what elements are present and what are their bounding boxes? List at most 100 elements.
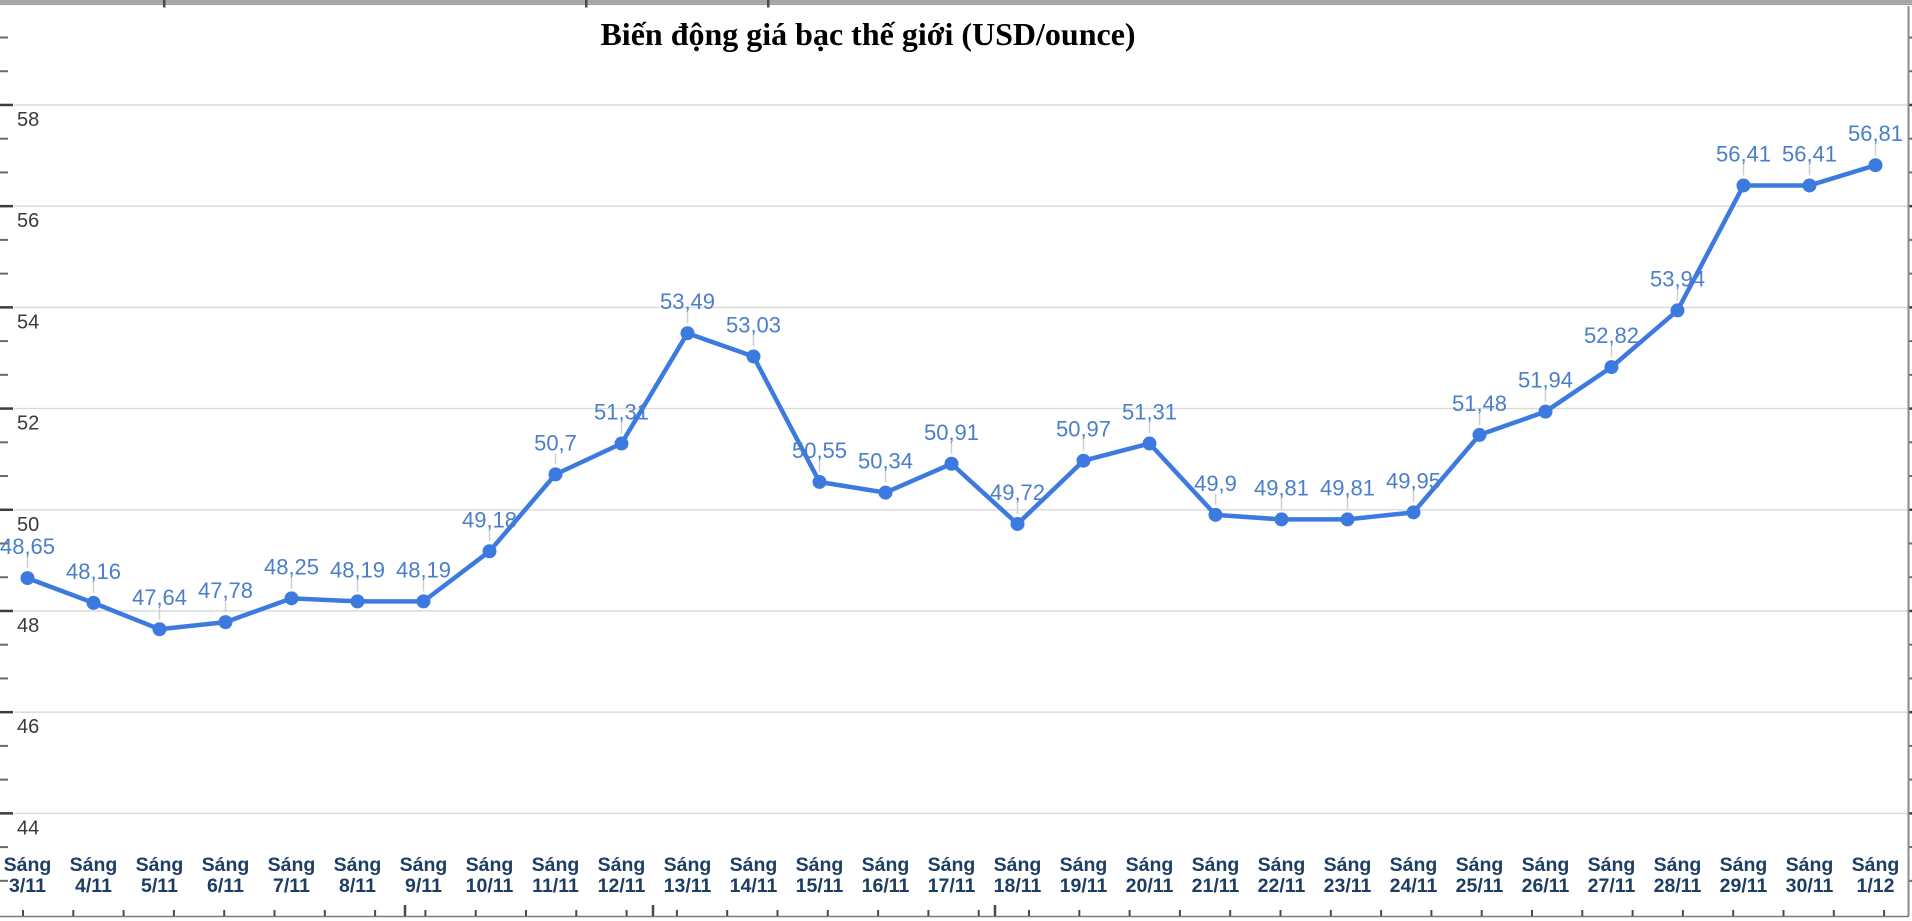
category-label-prefix: Sáng bbox=[1786, 854, 1834, 876]
category-label-prefix: Sáng bbox=[532, 854, 580, 876]
category-label-prefix: Sáng bbox=[1324, 854, 1372, 876]
data-point-label: 47,64 bbox=[132, 585, 187, 610]
data-point-marker bbox=[1868, 158, 1883, 173]
top-frame-tick bbox=[585, 0, 588, 8]
data-point-marker bbox=[86, 595, 101, 610]
data-point-label: 56,41 bbox=[1782, 141, 1837, 166]
category-label-date: 25/11 bbox=[1456, 875, 1504, 897]
data-point-label: 51,31 bbox=[1122, 400, 1177, 425]
category-label-prefix: Sáng bbox=[1258, 854, 1306, 876]
data-point-label: 56,81 bbox=[1848, 121, 1903, 146]
data-point-marker bbox=[1802, 178, 1817, 193]
data-point-label: 48,19 bbox=[330, 557, 385, 582]
category-label-date: 9/11 bbox=[405, 875, 442, 897]
data-point-label: 48,25 bbox=[264, 554, 319, 579]
data-point-marker bbox=[1538, 404, 1553, 419]
data-point-label: 53,03 bbox=[726, 312, 781, 337]
data-point-marker bbox=[1010, 516, 1025, 531]
y-axis-labels-group: 58 56 54 52 50 48 46 44 bbox=[17, 109, 39, 839]
category-label-prefix: Sáng bbox=[400, 854, 448, 876]
category-label-date: 5/11 bbox=[141, 875, 178, 897]
category-label-prefix: Sáng bbox=[928, 854, 976, 876]
data-point-marker bbox=[1670, 303, 1685, 318]
data-point-marker bbox=[218, 615, 233, 630]
category-label-prefix: Sáng bbox=[1588, 854, 1636, 876]
category-label-prefix: Sáng bbox=[1192, 854, 1240, 876]
data-point-marker bbox=[944, 456, 959, 471]
data-point-label: 50,91 bbox=[924, 420, 979, 445]
data-point-label: 50,97 bbox=[1056, 417, 1111, 442]
category-label-date: 8/11 bbox=[339, 875, 376, 897]
top-frame-tick bbox=[163, 0, 166, 8]
data-point-label: 50,34 bbox=[858, 449, 913, 474]
category-labels-group: Sáng3/11Sáng4/11Sáng5/11Sáng6/11Sáng7/11… bbox=[4, 854, 1900, 897]
data-point-label: 48,16 bbox=[66, 559, 121, 584]
data-point-marker bbox=[1736, 178, 1751, 193]
category-label-prefix: Sáng bbox=[1126, 854, 1174, 876]
data-point-label: 49,81 bbox=[1254, 475, 1309, 500]
data-point-marker bbox=[416, 594, 431, 609]
data-point-marker bbox=[614, 436, 629, 451]
data-point-marker bbox=[1340, 512, 1355, 527]
data-point-marker bbox=[1406, 505, 1421, 520]
category-label-date: 4/11 bbox=[75, 875, 112, 897]
series-group bbox=[20, 158, 1883, 637]
category-label-date: 23/11 bbox=[1324, 875, 1372, 897]
data-point-label: 49,72 bbox=[990, 480, 1045, 505]
data-point-label: 50,55 bbox=[792, 438, 847, 463]
data-point-marker bbox=[284, 591, 299, 606]
category-label-prefix: Sáng bbox=[796, 854, 844, 876]
data-point-label: 51,94 bbox=[1518, 368, 1573, 393]
data-point-label: 56,41 bbox=[1716, 141, 1771, 166]
gridlines-group bbox=[14, 104, 1908, 815]
data-point-marker bbox=[350, 594, 365, 609]
data-point-label: 53,94 bbox=[1650, 266, 1705, 291]
data-point-marker bbox=[1604, 360, 1619, 375]
value-labels-group: 48,65 48,16 47,64 47,78 48,25 48,19 48,19 49,18… bbox=[0, 121, 1903, 610]
category-label-date: 27/11 bbox=[1588, 875, 1636, 897]
category-label-date: 29/11 bbox=[1720, 875, 1768, 897]
y-axis-tick-label: 50 bbox=[17, 514, 39, 536]
category-label-prefix: Sáng bbox=[1852, 854, 1900, 876]
data-point-label: 49,81 bbox=[1320, 475, 1375, 500]
data-point-label: 50,7 bbox=[534, 430, 577, 455]
category-label-prefix: Sáng bbox=[598, 854, 646, 876]
category-label-date: 6/11 bbox=[207, 875, 244, 897]
y-axis-tick-label: 48 bbox=[17, 615, 39, 637]
category-label-prefix: Sáng bbox=[1390, 854, 1438, 876]
category-label-prefix: Sáng bbox=[664, 854, 712, 876]
category-label-date: 20/11 bbox=[1126, 875, 1174, 897]
data-point-label: 51,31 bbox=[594, 400, 649, 425]
category-label-prefix: Sáng bbox=[4, 854, 52, 876]
data-point-label: 52,82 bbox=[1584, 323, 1639, 348]
data-point-label: 48,65 bbox=[0, 534, 55, 559]
y-axis-tick-label: 44 bbox=[17, 817, 39, 839]
data-point-label: 49,95 bbox=[1386, 468, 1441, 493]
top-frame-bar bbox=[0, 0, 1912, 4]
data-point-label: 49,9 bbox=[1194, 471, 1237, 496]
category-label-date: 24/11 bbox=[1390, 875, 1438, 897]
category-label-prefix: Sáng bbox=[136, 854, 184, 876]
data-point-marker bbox=[1208, 507, 1223, 522]
category-label-prefix: Sáng bbox=[730, 854, 778, 876]
data-point-marker bbox=[1076, 453, 1091, 468]
category-label-date: 1/12 bbox=[1857, 875, 1895, 897]
category-label-prefix: Sáng bbox=[1060, 854, 1108, 876]
category-label-prefix: Sáng bbox=[268, 854, 316, 876]
category-label-date: 18/11 bbox=[994, 875, 1042, 897]
data-point-label: 49,18 bbox=[462, 507, 517, 532]
data-point-marker bbox=[482, 544, 497, 559]
category-label-date: 12/11 bbox=[598, 875, 646, 897]
category-label-prefix: Sáng bbox=[862, 854, 910, 876]
category-label-date: 7/11 bbox=[273, 875, 310, 897]
category-label-date: 16/11 bbox=[862, 875, 910, 897]
category-label-prefix: Sáng bbox=[1456, 854, 1504, 876]
data-point-label: 51,48 bbox=[1452, 391, 1507, 416]
category-label-date: 3/11 bbox=[9, 875, 46, 897]
data-point-label: 48,19 bbox=[396, 557, 451, 582]
category-label-date: 11/11 bbox=[532, 875, 579, 897]
y-axis-tick-label: 52 bbox=[17, 413, 39, 435]
data-point-marker bbox=[680, 326, 695, 341]
